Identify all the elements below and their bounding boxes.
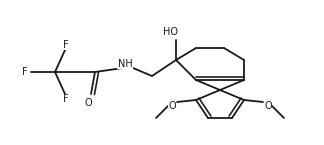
Text: F: F (63, 94, 69, 104)
Text: HO: HO (164, 27, 179, 37)
Text: O: O (168, 101, 176, 111)
Text: F: F (63, 40, 69, 50)
Text: O: O (264, 101, 272, 111)
Text: F: F (22, 67, 28, 77)
Text: NH: NH (118, 59, 133, 69)
Text: O: O (84, 98, 92, 108)
